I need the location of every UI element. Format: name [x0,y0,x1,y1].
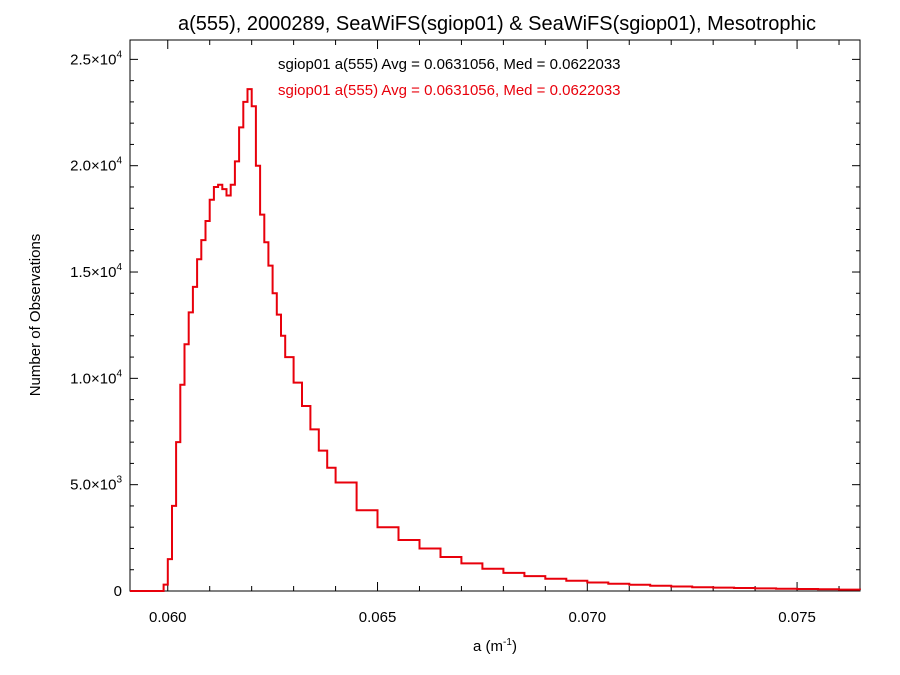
y-tick-label: 2.5×104 [70,49,122,68]
x-tick-label: 0.060 [149,609,187,626]
histogram-line [130,88,861,592]
y-axis-ticks: 0 5.0×103 1.0×104 1.5×104 2.0×104 2.5×104 [70,49,860,600]
y-axis-label: Number of Observations [27,234,44,397]
y-tick-label: 1.0×104 [70,368,122,387]
annotation-text: sgiop01 a(555) Avg = 0.0631056, Med = 0.… [278,82,621,99]
x-axis-label: a (m-1) [473,637,517,655]
x-axis-ticks: 0.060 0.065 0.070 0.075 [149,40,840,626]
y-tick-label: 0 [114,583,122,600]
series-group [130,88,861,592]
y-tick-label: 2.0×104 [70,156,122,175]
annotation-text: sgiop01 a(555) Avg = 0.0631056, Med = 0.… [278,56,621,73]
annotations: sgiop01 a(555) Avg = 0.0631056, Med = 0.… [278,56,621,99]
x-tick-label: 0.075 [778,609,816,626]
plot-frame [129,39,861,592]
y-tick-label: 5.0×103 [70,475,122,494]
chart-title: a(555), 2000289, SeaWiFS(sgiop01) & SeaW… [178,13,816,35]
x-tick-label: 0.065 [359,609,397,626]
x-tick-label: 0.070 [569,609,607,626]
y-tick-label: 1.5×104 [70,262,122,281]
